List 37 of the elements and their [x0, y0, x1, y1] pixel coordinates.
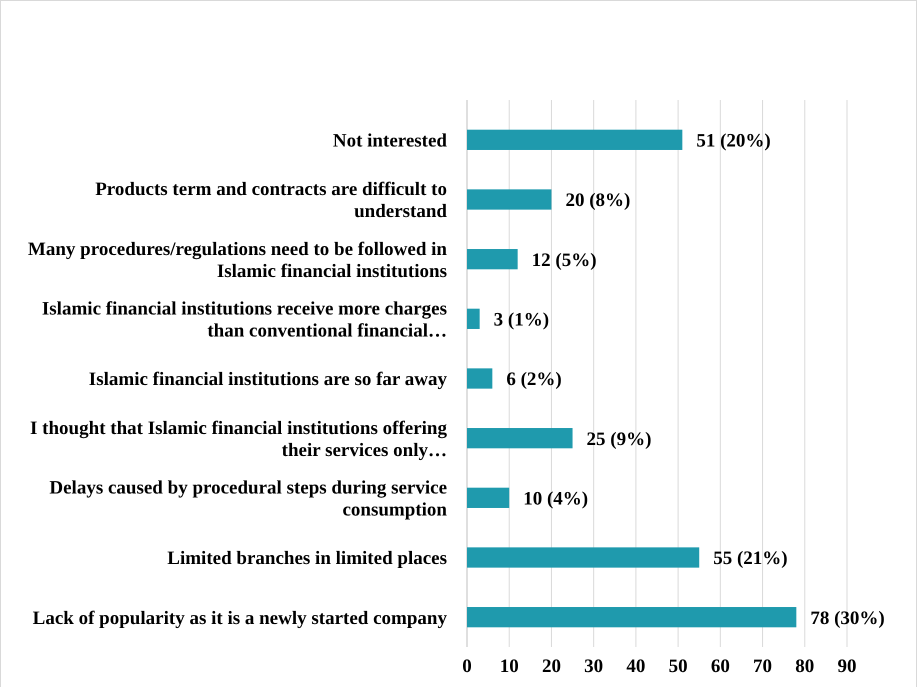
y-tick-label: Many procedures/regulations need to be followed in Islamic financial institutions	[28, 238, 448, 282]
data-label: 25 (9%)	[586, 428, 652, 450]
data-label: 51 (20%)	[696, 130, 771, 152]
data-label: 6 (2%)	[506, 369, 562, 390]
bar	[467, 249, 518, 270]
y-tick-label: Limited branches in limited places	[167, 548, 447, 570]
x-tick-label: 70	[753, 656, 772, 677]
x-tick-label: 90	[838, 656, 856, 677]
x-tick-label: 60	[710, 656, 730, 677]
bar	[467, 368, 492, 389]
y-tick-label: Islamic financial institutions are so far away	[88, 369, 448, 390]
y-tick-label: Delays caused by procedural steps during service consumption	[49, 477, 448, 520]
x-tick-label: 20	[542, 656, 561, 677]
data-label: 12 (5%)	[532, 250, 597, 271]
x-tick-label: 40	[626, 656, 646, 677]
bar	[467, 189, 552, 210]
bar	[467, 607, 796, 628]
y-tick-label: Lack of popularity as it is a newly started company	[32, 608, 448, 629]
bar	[467, 488, 510, 508]
data-label: 10 (4%)	[523, 488, 588, 510]
bar	[467, 547, 700, 568]
x-tick-label: 10	[500, 656, 519, 677]
data-label: 3 (1%)	[494, 309, 550, 330]
bar	[467, 308, 480, 329]
data-label: 55 (21%)	[713, 548, 788, 570]
x-tick-label: 80	[795, 656, 814, 677]
y-tick-label: Products term and contracts are difficult to understand	[95, 179, 448, 222]
y-tick-label: Not interested	[332, 130, 448, 152]
x-tick-label: 50	[668, 656, 688, 677]
bar	[467, 130, 682, 150]
bar	[467, 428, 573, 448]
data-label: 78 (30%)	[810, 608, 885, 629]
x-tick-label: 30	[584, 656, 604, 677]
y-tick-label: I thought that Islamic financial institutions offering their services only…	[30, 418, 448, 461]
x-tick-label: 0	[462, 656, 472, 677]
data-label: 20 (8%)	[565, 190, 630, 212]
y-tick-label: Islamic financial institutions receive more charges than conventional financial…	[42, 298, 447, 342]
